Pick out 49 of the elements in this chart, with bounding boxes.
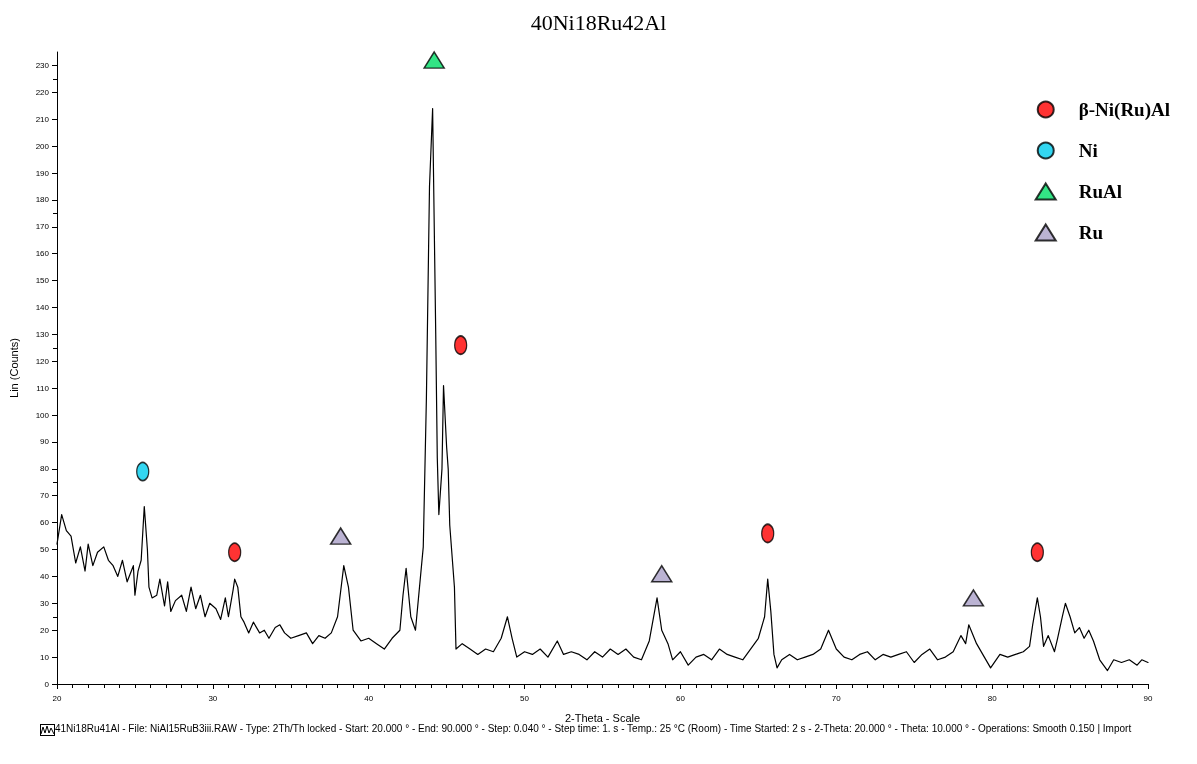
point (329, 527, 352, 545)
x-tick-label: 50 (520, 693, 530, 703)
y-tick-label: 200 (35, 141, 50, 151)
x-tick-label: 40 (364, 693, 374, 703)
text: 41Ni18Ru41Al - File: NiAl15RuB3iii.RAW - Type: 2Th/Th locked - Start: 20.000 ° - End: 90.000 ° - Step: 0.040 ° - Step time: 1. s - Temp.: 25 °C (Room) - Time Started: 2 s - 2-Theta: 20.000 ° - Theta: 10.000 ° - Operations: Smooth 0.150 | Import (54, 722, 1133, 736)
x-axis-title: 2-Theta - Scale (564, 711, 641, 724)
y-tick-label: 80 (40, 464, 50, 474)
point (962, 589, 985, 607)
y-tick-label: 10 (40, 652, 50, 662)
point (760, 523, 775, 544)
y-tick-label: 20 (40, 625, 50, 635)
y-tick-label: 180 (35, 195, 50, 205)
x-tick-label: 70 (831, 693, 842, 703)
x-tick-label: 90 (1143, 693, 1153, 703)
y-tick-label: 110 (36, 383, 50, 393)
y-tick-label: 30 (40, 598, 50, 608)
y-tick-label: 170 (35, 222, 50, 232)
point (453, 335, 468, 355)
y-tick-label: 150 (35, 276, 50, 286)
y-tick-label: 210 (35, 114, 50, 124)
y-tick-label: 60 (40, 518, 50, 528)
point (650, 564, 673, 583)
x-tick-label: 30 (208, 693, 218, 703)
y-tick-label: 140 (35, 302, 50, 312)
x-tick-label: 20 (52, 693, 62, 703)
y-tick-label: 130 (35, 329, 50, 339)
point (423, 51, 445, 69)
x-tick-label: 60 (675, 693, 686, 703)
y-axis-title: Lin (Counts) (7, 338, 20, 398)
legend-label: RuAl (1078, 181, 1123, 202)
legend-label: Ni (1078, 140, 1098, 161)
y-tick-label: 120 (35, 356, 50, 366)
y-tick-label: 100 (35, 410, 50, 420)
y-tick-label: 230 (35, 60, 50, 70)
y-tick-label: 0 (44, 679, 50, 689)
y-tick-label: 40 (40, 571, 50, 581)
y-tick-label: 220 (35, 87, 50, 97)
point (1030, 542, 1045, 562)
y-tick-label: 190 (35, 168, 50, 178)
legend-label: β-Ni(Ru)Al (1078, 99, 1170, 121)
y-tick-label: 160 (35, 249, 50, 259)
x-tick-label: 80 (987, 693, 998, 703)
point (135, 461, 150, 482)
chart-title: 40Ni18Ru42Al (530, 9, 667, 35)
y-tick-label: 50 (40, 545, 50, 555)
y-tick-label: 90 (40, 437, 50, 447)
y-tick-label: 70 (40, 491, 50, 501)
legend-label: Ru (1078, 222, 1104, 243)
point (227, 542, 242, 562)
